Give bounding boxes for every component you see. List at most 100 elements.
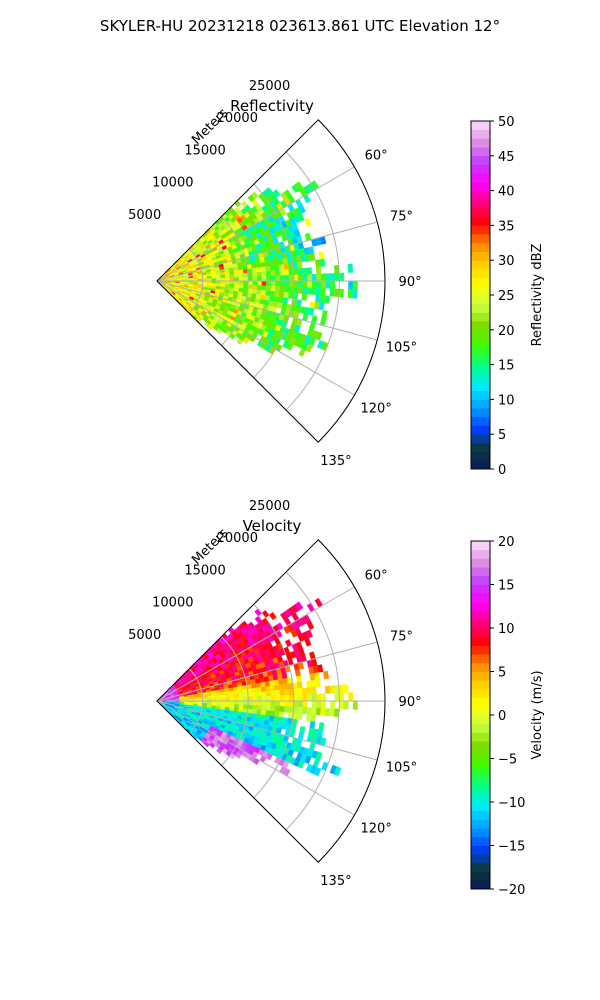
colorbar-segment: [471, 802, 490, 812]
colorbar-segment: [471, 460, 490, 470]
radar-bin: [252, 272, 258, 277]
radar-bin: [260, 681, 266, 688]
radar-bin: [320, 273, 326, 282]
radar-bin: [234, 693, 240, 698]
radar-bin: [334, 692, 340, 702]
radar-bin: [274, 706, 281, 712]
radial-axis-label: Meters: [189, 106, 231, 148]
radar-bin: [329, 273, 335, 282]
radar-bin: [255, 262, 262, 269]
colorbar-segment: [471, 129, 490, 139]
velocity-panel: 5000 10000 15000 20000 25000 Meters 60° 75° 90° 1…: [128, 499, 545, 898]
radar-bin: [224, 691, 230, 696]
radar-bin: [318, 302, 325, 311]
colorbar-segment: [471, 416, 490, 426]
colorbar-segment: [471, 347, 490, 357]
panel-title: Velocity: [243, 517, 302, 535]
colorbar-segment: [471, 610, 490, 620]
radar-bin: [256, 709, 262, 715]
radar-bin: [307, 280, 313, 288]
colorbar-segment: [471, 836, 490, 846]
radar-bin: [295, 601, 304, 611]
radar-bin: [265, 290, 271, 297]
colorbar-tick-label: 50: [498, 115, 515, 130]
radar-bin: [224, 271, 230, 276]
radar-bin: [274, 711, 280, 718]
radar-bin: [306, 620, 315, 630]
colorbar-segment: [471, 373, 490, 383]
colorbar: 0 5 10 15 20 25 30 35 40 45 50 Reflectivity dBZ: [470, 115, 545, 478]
radar-bin: [279, 275, 285, 282]
radar-bin: [283, 291, 289, 299]
radar-bin: [320, 700, 326, 709]
radar-bin: [238, 704, 244, 709]
radar-bin: [315, 679, 321, 688]
radar-bin: [268, 611, 277, 621]
radar-bin: [211, 275, 217, 279]
radar-bin: [216, 327, 223, 334]
colorbar-segment: [471, 732, 490, 742]
colorbar-tick-label: −10: [498, 796, 525, 811]
colorbar-tick-label: 0: [498, 709, 506, 724]
azimuth-line: [156, 641, 378, 702]
radar-bin: [320, 288, 326, 296]
angle-tick-label: 75°: [390, 209, 413, 224]
radial-axis-label: Meters: [189, 526, 231, 568]
colorbar-tick-label: 10: [498, 622, 515, 637]
radar-bin: [324, 295, 330, 304]
radar-bin: [329, 288, 335, 297]
radar-bin: [282, 297, 289, 305]
colorbar-segment: [471, 828, 490, 838]
radar-bin: [284, 275, 290, 282]
radar-bin: [260, 266, 267, 273]
radar-bin: [301, 293, 308, 301]
colorbar-segment: [471, 295, 490, 305]
radar-bin: [224, 283, 231, 288]
radar-bin: [235, 752, 242, 759]
radar-bin: [315, 266, 322, 275]
radar-bin: [299, 726, 306, 734]
angle-tick-label: 60°: [365, 568, 388, 583]
radar-bin: [216, 747, 223, 754]
radar-bin: [265, 685, 271, 692]
angle-tick-label: 120°: [361, 402, 392, 417]
colorbar-tick-label: 5: [498, 428, 506, 443]
colorbar-tick-label: 0: [498, 463, 506, 478]
radar-bin: [265, 285, 272, 292]
radar-bin: [243, 284, 249, 290]
radar-bin: [251, 289, 258, 295]
radar-bin: [297, 688, 303, 695]
radar-bin: [251, 263, 257, 269]
radar-bin: [270, 690, 276, 697]
colorbar-tick-label: 15: [498, 579, 515, 594]
radar-bin: [266, 695, 272, 702]
radar-bin: [302, 274, 308, 282]
colorbar-tick-label: 30: [498, 254, 515, 269]
colorbar-segment: [471, 671, 490, 681]
radar-bin: [266, 275, 272, 282]
radar-bin: [311, 287, 317, 296]
colorbar-segment: [471, 723, 490, 733]
radar-bin: [307, 694, 313, 702]
radar-bin: [309, 721, 316, 729]
radar-bin: [296, 261, 303, 269]
radar-bin: [306, 680, 312, 689]
colorbar-segment: [471, 268, 490, 278]
radar-bin: [288, 280, 294, 288]
radar-bin: [315, 287, 322, 296]
radar-bin: [318, 722, 325, 731]
radar-bin: [310, 679, 317, 688]
radar-bin: [243, 696, 249, 702]
radar-bin: [316, 280, 322, 289]
radar-bin: [220, 694, 226, 699]
radar-bin: [298, 348, 306, 358]
colorbar-segment: [471, 382, 490, 392]
radar-bin: [242, 337, 250, 344]
radar-bin: [238, 273, 244, 278]
colorbar-tick-label: 20: [498, 324, 515, 339]
colorbar-segment: [471, 442, 490, 452]
radar-bin: [348, 692, 354, 702]
radar-bin: [279, 269, 285, 276]
radar-bin: [264, 295, 271, 301]
radar-bin: [298, 204, 306, 214]
